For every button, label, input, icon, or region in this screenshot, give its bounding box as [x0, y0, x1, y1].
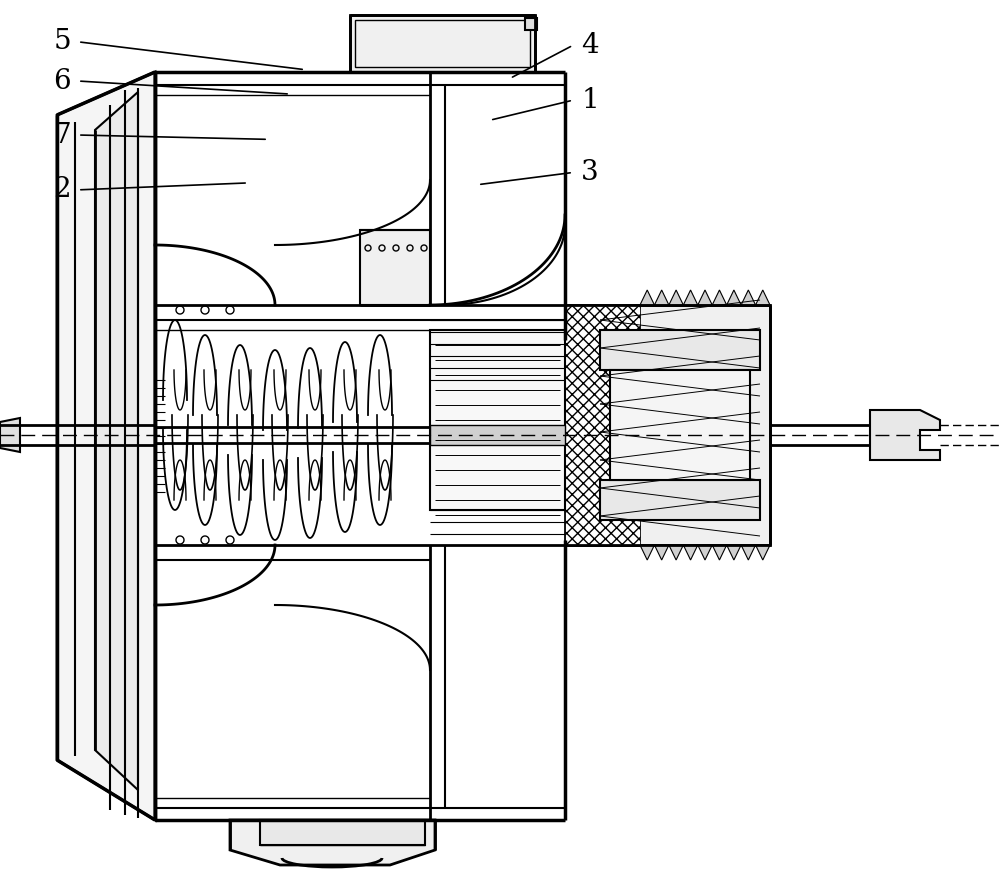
Polygon shape: [640, 545, 654, 560]
Bar: [430, 330, 565, 510]
Text: 4: 4: [581, 32, 599, 58]
Polygon shape: [640, 290, 654, 305]
Bar: [600, 480, 760, 520]
Bar: [430, 425, 565, 445]
Polygon shape: [870, 410, 940, 460]
Text: 5: 5: [53, 29, 71, 55]
Polygon shape: [57, 72, 155, 820]
Polygon shape: [741, 290, 756, 305]
Bar: [565, 305, 770, 545]
Bar: [260, 820, 425, 845]
Polygon shape: [712, 290, 727, 305]
Bar: [525, 18, 537, 30]
Polygon shape: [756, 545, 770, 560]
Polygon shape: [654, 545, 669, 560]
Polygon shape: [683, 290, 698, 305]
Bar: [360, 230, 430, 305]
Text: 2: 2: [53, 177, 71, 203]
Text: 1: 1: [581, 87, 599, 113]
Text: 3: 3: [581, 159, 599, 186]
Bar: [355, 20, 530, 67]
Text: 7: 7: [53, 122, 71, 148]
Polygon shape: [698, 290, 712, 305]
Polygon shape: [230, 820, 435, 865]
Polygon shape: [727, 545, 741, 560]
Text: 6: 6: [53, 68, 71, 94]
Polygon shape: [0, 418, 20, 452]
Polygon shape: [741, 545, 756, 560]
Polygon shape: [95, 92, 138, 790]
Bar: [600, 330, 760, 370]
Polygon shape: [698, 545, 712, 560]
Bar: [350, 15, 535, 72]
Polygon shape: [756, 290, 770, 305]
Bar: [610, 370, 750, 480]
Polygon shape: [654, 290, 669, 305]
Polygon shape: [669, 545, 683, 560]
Polygon shape: [712, 545, 727, 560]
Polygon shape: [669, 290, 683, 305]
Polygon shape: [683, 545, 698, 560]
Bar: [565, 305, 640, 545]
Polygon shape: [727, 290, 741, 305]
